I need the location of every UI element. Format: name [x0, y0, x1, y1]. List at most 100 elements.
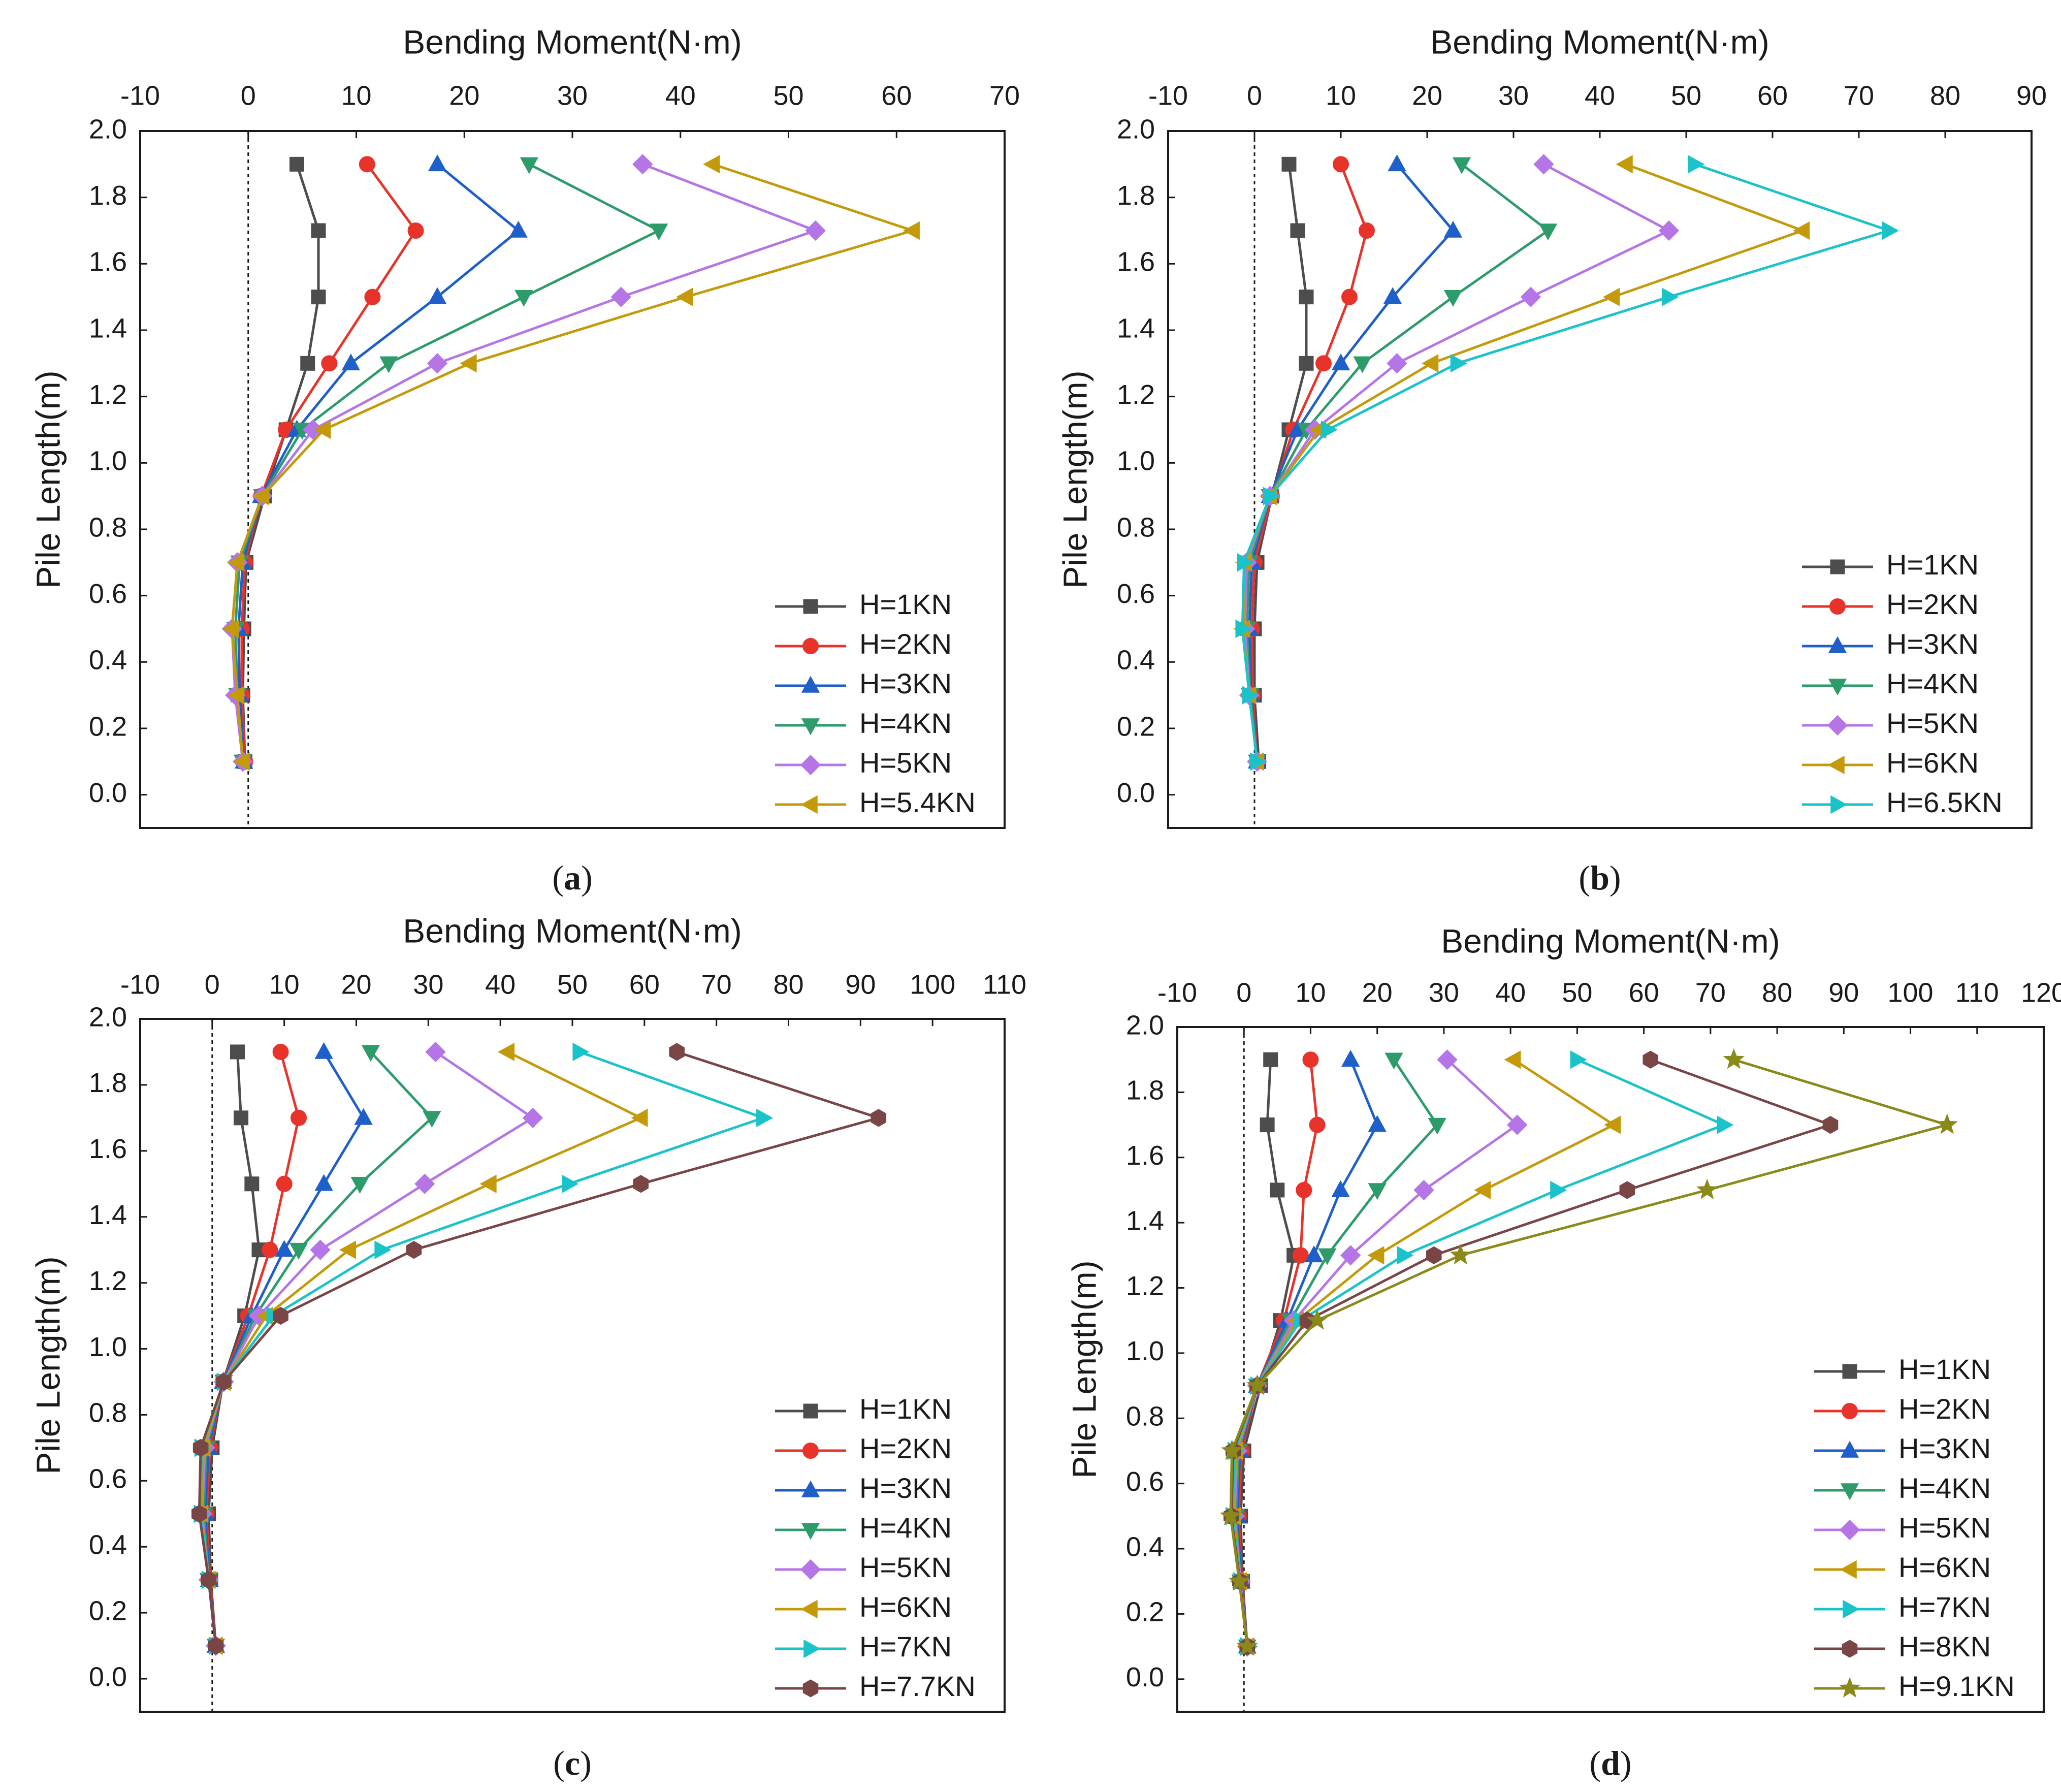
series-line — [241, 164, 320, 762]
legend-item: H=1KN — [1814, 1353, 1991, 1385]
x-tick-label: 100 — [1887, 977, 1933, 1008]
data-point — [262, 1241, 278, 1258]
series-line — [231, 163, 917, 762]
legend-item: H=5KN — [1802, 707, 1979, 739]
data-point — [291, 1109, 307, 1126]
data-point — [1643, 1050, 1659, 1069]
y-tick-label: 1.6 — [89, 247, 127, 277]
data-point — [341, 354, 361, 371]
legend-marker — [1830, 559, 1845, 574]
series-H=1KN — [235, 156, 326, 769]
y-tick-label: 1.8 — [89, 1068, 127, 1098]
data-point — [1387, 353, 1407, 374]
data-point — [633, 1175, 649, 1193]
data-point — [1236, 1635, 1259, 1656]
data-point — [425, 1041, 446, 1063]
legend-marker — [802, 638, 819, 654]
x-tick-label: -10 — [120, 969, 160, 1000]
y-tick-label: 0.8 — [89, 1398, 127, 1428]
x-tick-label: 80 — [1930, 80, 1960, 111]
data-point — [1296, 1181, 1312, 1198]
data-point — [572, 1042, 590, 1062]
x-tick-label: 0 — [205, 969, 220, 1000]
chart-panel-a: Bending Moment(N·m) Pile Length(m) -10 0 10 2… — [29, 23, 1020, 897]
chart-panel-d: Bending Moment(N·m) Pile Length(m) -10 0 10 2… — [1065, 922, 2061, 1782]
legend-marker — [801, 1523, 820, 1540]
series-H=6KN — [191, 1042, 648, 1655]
legend-label: H=4KN — [1886, 667, 1979, 699]
data-point — [1219, 1505, 1242, 1525]
legend-marker — [1839, 1519, 1860, 1541]
series-H=1KN — [201, 1044, 267, 1653]
data-point — [339, 1240, 357, 1259]
x-tick-label: 50 — [557, 969, 588, 1000]
y-axis-title: Pile Length(m) — [29, 1256, 67, 1474]
y-tick-label: 0.2 — [89, 711, 127, 742]
x-tick-label: 120 — [2021, 977, 2061, 1008]
series-H=3KN — [1240, 154, 1463, 769]
legend-item: H=4KN — [1802, 667, 1979, 699]
y-tick-label: 1.8 — [1126, 1075, 1164, 1106]
data-point — [460, 354, 477, 373]
y-tick-label: 1.2 — [1117, 379, 1155, 410]
legend-item: H=3KN — [1814, 1432, 1991, 1464]
data-point — [1604, 1115, 1621, 1134]
series-line — [240, 163, 417, 762]
data-point — [350, 1177, 369, 1194]
legend-marker — [801, 676, 820, 693]
legend-marker — [800, 1599, 818, 1619]
data-point — [314, 1042, 333, 1059]
series-H=9.1KN — [1219, 1048, 1958, 1656]
y-tick-label: 1.0 — [1126, 1336, 1164, 1366]
data-point — [1696, 1178, 1718, 1200]
x-tick-label: 10 — [269, 969, 300, 1000]
data-point — [1318, 1248, 1337, 1265]
legend-marker — [1828, 679, 1847, 696]
x-tick-label: 40 — [485, 969, 516, 1000]
series-H=6.5KN — [1235, 155, 1899, 771]
data-point — [406, 1241, 422, 1259]
data-point — [273, 1306, 288, 1325]
y-tick-label: 1.6 — [1117, 247, 1155, 277]
series-H=4KN — [1227, 1052, 1446, 1656]
series-H=4KN — [194, 1045, 441, 1656]
legend-label: H=3KN — [1886, 628, 1979, 660]
legend-item: H=6KN — [1802, 747, 1979, 779]
y-tick-label: 0.2 — [1126, 1597, 1164, 1627]
y-tick-label: 1.8 — [89, 180, 127, 211]
legend-item: H=2KN — [1814, 1393, 1991, 1425]
y-tick-label: 1.4 — [89, 1200, 127, 1230]
legend-item: H=5KN — [775, 747, 952, 779]
y-tick-label: 0.0 — [1117, 778, 1155, 808]
legend-label: H=3KN — [859, 667, 952, 699]
x-tick-label: 80 — [773, 969, 803, 1000]
data-point — [1306, 1309, 1328, 1330]
y-tick-label: 0.6 — [89, 1464, 127, 1494]
data-point — [289, 1242, 308, 1260]
data-point — [1520, 286, 1541, 307]
series-H=7KN — [194, 1042, 774, 1655]
data-point — [1662, 287, 1679, 306]
legend-label: H=5KN — [859, 747, 952, 779]
legend-item: H=3KN — [1802, 628, 1979, 660]
legend-item: H=7.7KN — [775, 1670, 976, 1702]
data-point — [359, 156, 375, 173]
x-tick-label: 20 — [449, 80, 479, 111]
data-point — [498, 1042, 515, 1062]
legend-marker — [802, 1679, 819, 1698]
y-tick-label: 0.6 — [1126, 1466, 1164, 1497]
x-tick-label: 50 — [1562, 977, 1592, 1008]
data-point — [1290, 223, 1305, 238]
data-point — [1331, 1180, 1350, 1197]
x-tick-label: 110 — [983, 969, 1026, 1000]
legend-marker — [1840, 1483, 1859, 1500]
data-point — [364, 289, 381, 305]
series-H=1KN — [1247, 156, 1314, 769]
data-point — [1550, 1180, 1567, 1200]
x-tick-label: 30 — [1429, 977, 1459, 1008]
y-tick-label: 0.0 — [1126, 1662, 1164, 1692]
legend-item: H=6KN — [1814, 1551, 1991, 1583]
x-tick-label: 60 — [1629, 977, 1659, 1008]
data-point — [276, 1175, 293, 1192]
x-tick-label: 70 — [1695, 977, 1726, 1008]
